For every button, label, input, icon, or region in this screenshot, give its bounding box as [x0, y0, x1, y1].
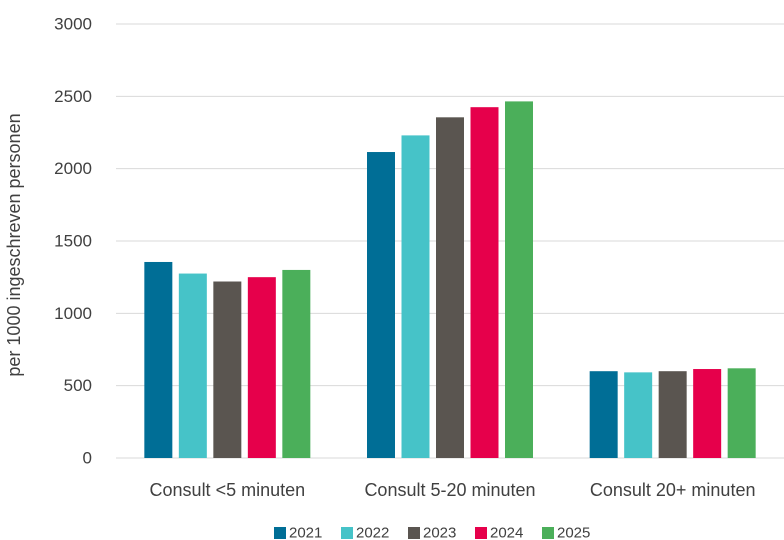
legend: 2021 2022 2023 2024 2025 — [274, 525, 590, 540]
bar-2022 — [178, 273, 207, 458]
legend-label: 2021 — [289, 525, 322, 540]
legend-swatch-2022 — [341, 527, 353, 539]
legend-swatch-2023 — [408, 527, 420, 539]
bar-2023 — [658, 371, 687, 458]
y-tick-label: 2500 — [54, 87, 92, 106]
bar-2021 — [589, 371, 618, 458]
bar-2025 — [505, 101, 533, 458]
bar-2022 — [401, 135, 430, 459]
bars — [144, 101, 756, 459]
category-label: Consult 5-20 minuten — [364, 480, 535, 500]
y-tick-label: 1500 — [54, 232, 92, 251]
bar-2024 — [470, 107, 499, 458]
bar-2023 — [436, 117, 464, 458]
bar-2024 — [693, 369, 722, 458]
category-label: Consult <5 minuten — [150, 480, 306, 500]
y-tick-label: 0 — [83, 449, 92, 468]
bar-2023 — [213, 281, 242, 458]
legend-label: 2024 — [490, 525, 523, 540]
bar-2021 — [144, 261, 173, 458]
bar-2022 — [624, 372, 653, 458]
legend-swatch-2021 — [274, 527, 286, 539]
legend-label: 2023 — [423, 525, 456, 540]
y-axis-tick-labels: 0 500 1000 1500 2000 2500 3000 — [54, 15, 92, 468]
category-labels: Consult <5 minuten Consult 5-20 minuten Co… — [150, 480, 756, 500]
bar-2024 — [247, 277, 276, 458]
category-label: Consult 20+ minuten — [590, 480, 756, 500]
y-axis-label: per 1000 ingeschreven personen — [4, 113, 24, 376]
legend-swatch-2025 — [542, 527, 554, 539]
y-tick-label: 500 — [64, 376, 92, 395]
legend-swatch-2024 — [475, 527, 487, 539]
bar-2025 — [727, 368, 756, 458]
y-tick-label: 3000 — [54, 15, 92, 34]
legend-label: 2022 — [356, 525, 389, 540]
bar-2021 — [367, 152, 395, 458]
bar-2025 — [282, 269, 311, 458]
y-tick-label: 1000 — [54, 304, 92, 323]
legend-label: 2025 — [557, 525, 590, 540]
y-tick-label: 2000 — [54, 159, 92, 178]
